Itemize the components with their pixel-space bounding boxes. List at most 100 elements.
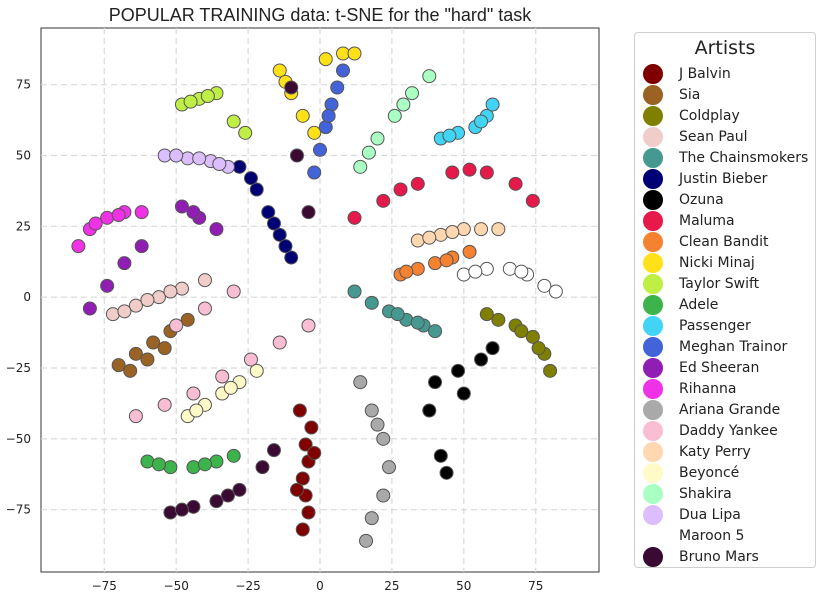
legend-swatch bbox=[643, 547, 663, 567]
scatter-point bbox=[128, 298, 143, 313]
x-tick-label: 75 bbox=[528, 579, 543, 593]
legend-swatch bbox=[643, 463, 663, 483]
x-axis-ticks: −75 −50 −25 0 25 50 75 bbox=[92, 579, 544, 593]
legend-swatch bbox=[643, 505, 663, 525]
scatter-point bbox=[301, 205, 316, 220]
x-tick-label: −25 bbox=[235, 579, 260, 593]
scatter-point bbox=[226, 448, 241, 463]
scatter-point bbox=[163, 460, 178, 475]
scatter-point bbox=[183, 94, 198, 109]
scatter-point bbox=[531, 341, 546, 356]
legend-swatch bbox=[643, 85, 663, 105]
scatter-point bbox=[410, 176, 425, 191]
scatter-point bbox=[298, 437, 313, 452]
legend-label: Sean Paul bbox=[679, 129, 748, 145]
legend-item: Bruno Mars bbox=[643, 547, 759, 567]
legend-item: Rihanna bbox=[643, 379, 736, 399]
scatter-point bbox=[272, 227, 287, 242]
scatter-point bbox=[428, 256, 443, 271]
legend-item: Maroon 5 bbox=[643, 526, 744, 546]
scatter-point bbox=[439, 253, 454, 268]
scatter-point bbox=[382, 460, 397, 475]
scatter-point bbox=[336, 63, 351, 78]
y-tick-label: −75 bbox=[6, 503, 31, 517]
scatter-point bbox=[304, 420, 319, 435]
points-layer bbox=[71, 46, 563, 548]
scatter-point bbox=[359, 533, 374, 548]
scatter-point bbox=[100, 278, 115, 293]
scatter-point bbox=[399, 264, 414, 279]
scatter-point bbox=[422, 403, 437, 418]
scatter-point bbox=[491, 312, 506, 327]
legend-swatch bbox=[643, 295, 663, 315]
scatter-point bbox=[174, 281, 189, 296]
scatter-point bbox=[428, 324, 443, 339]
legend-swatch bbox=[643, 253, 663, 273]
legend-swatch bbox=[643, 400, 663, 420]
legend-item: Ariana Grande bbox=[643, 400, 780, 420]
scatter-point bbox=[456, 267, 471, 282]
scatter-point bbox=[111, 358, 126, 373]
scatter-point bbox=[278, 239, 293, 254]
scatter-point bbox=[422, 69, 437, 84]
legend-item: Clean Bandit bbox=[643, 232, 769, 252]
scatter-point bbox=[485, 341, 500, 356]
scatter-point bbox=[433, 448, 448, 463]
legend-swatch bbox=[643, 421, 663, 441]
scatter-point bbox=[433, 227, 448, 242]
legend-item: J Balvin bbox=[643, 64, 731, 84]
scatter-point bbox=[169, 148, 184, 163]
scatter-point bbox=[376, 193, 391, 208]
scatter-point bbox=[410, 261, 425, 276]
scatter-point bbox=[140, 352, 155, 367]
legend-item: Katy Perry bbox=[643, 442, 751, 462]
scatter-point bbox=[330, 80, 345, 95]
legend-label: Shakira bbox=[679, 486, 732, 502]
grid-layer bbox=[41, 28, 599, 572]
scatter-point bbox=[238, 125, 253, 140]
legend-item: Adele bbox=[643, 295, 718, 315]
scatter-point bbox=[255, 460, 270, 475]
y-tick-label: 0 bbox=[23, 290, 31, 304]
x-tick-label: −50 bbox=[164, 579, 189, 593]
scatter-point bbox=[209, 454, 224, 469]
y-tick-label: 25 bbox=[16, 219, 31, 233]
scatter-point bbox=[376, 488, 391, 503]
scatter-point bbox=[266, 216, 281, 231]
scatter-point bbox=[128, 409, 143, 424]
y-tick-label: 50 bbox=[16, 149, 31, 163]
legend-swatch bbox=[643, 232, 663, 252]
scatter-point bbox=[508, 176, 523, 191]
x-tick-label: 50 bbox=[456, 579, 471, 593]
scatter-point bbox=[301, 505, 316, 520]
scatter-point bbox=[151, 290, 166, 305]
scatter-point bbox=[456, 386, 471, 401]
scatter-point bbox=[157, 397, 172, 412]
scatter-point bbox=[111, 208, 126, 222]
scatter-point bbox=[180, 312, 195, 327]
legend-item: Nicki Minaj bbox=[643, 253, 755, 273]
scatter-point bbox=[307, 446, 322, 460]
scatter-point bbox=[100, 210, 115, 225]
scatter-point bbox=[212, 157, 227, 171]
scatter-point bbox=[243, 171, 258, 186]
legend-swatch bbox=[643, 127, 663, 147]
scatter-point bbox=[387, 108, 402, 123]
legend-item: Ozuna bbox=[643, 190, 724, 210]
scatter-point bbox=[105, 307, 120, 322]
scatter-point bbox=[189, 403, 204, 418]
scatter-point bbox=[548, 284, 563, 299]
scatter-point bbox=[525, 329, 540, 344]
scatter-point bbox=[249, 363, 264, 378]
legend-swatch bbox=[643, 211, 663, 231]
scatter-point bbox=[284, 250, 299, 265]
legend-label: Ozuna bbox=[679, 192, 724, 208]
legend-label: Passenger bbox=[679, 318, 751, 334]
legend-item: Meghan Trainor bbox=[643, 337, 787, 357]
legend-label: Clean Bandit bbox=[679, 234, 769, 250]
scatter-point bbox=[82, 301, 97, 316]
scatter-point bbox=[266, 443, 281, 458]
scatter-point bbox=[117, 304, 132, 319]
y-tick-label: −25 bbox=[6, 361, 31, 375]
